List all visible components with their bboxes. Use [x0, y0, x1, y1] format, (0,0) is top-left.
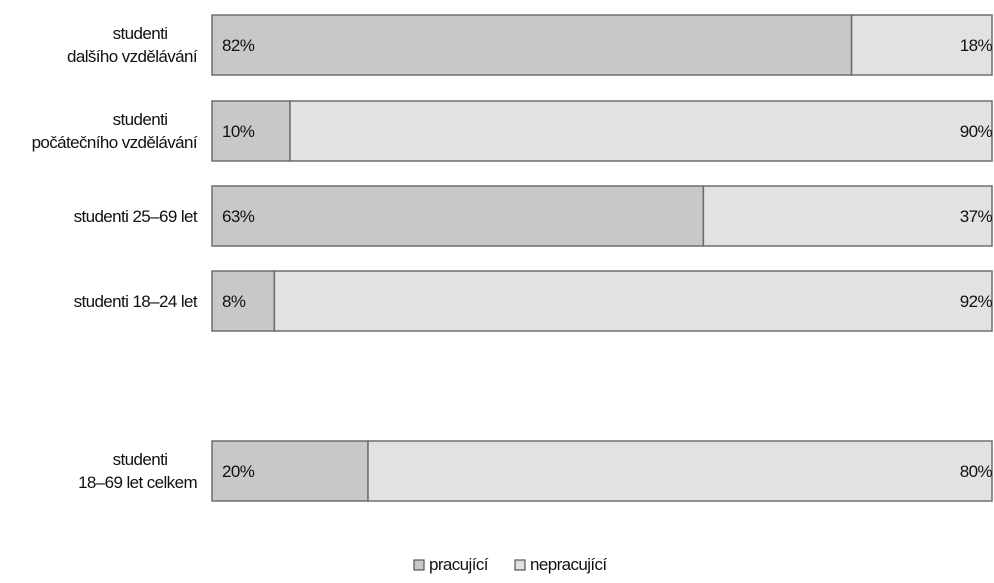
bar-segment-pracujici [211, 185, 705, 247]
bar-row: 82% 18% studenti dalšího vzdělávání [67, 14, 993, 76]
bar-segment-nepracujici [367, 440, 993, 502]
legend-swatch [514, 559, 526, 571]
legend-label: pracující [429, 555, 489, 574]
bar-segment-nepracujici [289, 100, 993, 162]
data-label-pracujici: 82% [222, 36, 255, 55]
category-label-line: studenti [113, 24, 168, 43]
bar-segment-pracujici [211, 100, 291, 162]
category-label: studenti 18–24 let [74, 292, 198, 311]
legend: pracující nepracující [413, 555, 608, 574]
category-label-line: počátečního vzdělávání [32, 133, 198, 152]
bar-segment-nepracujici [273, 270, 993, 332]
bar-row: 63% 37% studenti 25–69 let [74, 185, 993, 247]
category-label: studenti počátečního vzdělávání [32, 110, 198, 152]
data-label-pracujici: 8% [222, 292, 246, 311]
legend-swatch [413, 559, 425, 571]
data-label-pracujici: 10% [222, 122, 255, 141]
category-label-line: dalšího vzdělávání [67, 47, 198, 66]
data-label-nepracujici: 18% [960, 36, 993, 55]
category-label-line: studenti [113, 110, 168, 129]
category-label-line: studenti [113, 450, 168, 469]
bar-row: 20% 80% studenti 18–69 let celkem [78, 440, 993, 502]
bar-row: 8% 92% studenti 18–24 let [74, 270, 993, 332]
data-label-nepracujici: 92% [960, 292, 993, 311]
bar-segment-pracujici [211, 14, 853, 76]
bar-segment-nepracujici [702, 185, 993, 247]
bar-segment-nepracujici [850, 14, 993, 76]
category-label: studenti dalšího vzdělávání [67, 24, 198, 66]
bar-row: 10% 90% studenti počátečního vzdělávání [32, 100, 993, 162]
data-label-nepracujici: 37% [960, 207, 993, 226]
data-label-nepracujici: 90% [960, 122, 993, 141]
bar-segment-pracujici [211, 270, 276, 332]
category-label-line: 18–69 let celkem [78, 473, 197, 492]
data-label-pracujici: 63% [222, 207, 255, 226]
category-label: studenti 18–69 let celkem [78, 450, 197, 492]
data-label-pracujici: 20% [222, 462, 255, 481]
legend-label: nepracující [530, 555, 607, 574]
data-label-nepracujici: 80% [960, 462, 993, 481]
category-label: studenti 25–69 let [74, 207, 198, 226]
